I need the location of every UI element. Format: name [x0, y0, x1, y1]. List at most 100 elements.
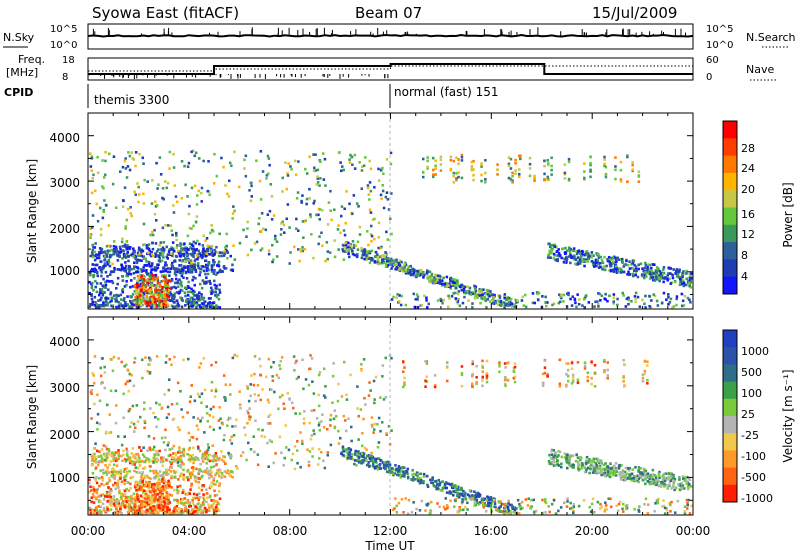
heatmap-cell — [140, 292, 143, 296]
heatmap-cell — [98, 291, 102, 294]
heatmap-cell — [681, 299, 685, 303]
heatmap-cell — [187, 448, 191, 451]
heatmap-cell — [193, 458, 196, 461]
heatmap-cell — [357, 205, 360, 208]
heatmap-cell — [198, 291, 201, 294]
heatmap-cell — [589, 175, 592, 179]
heatmap-cell — [386, 257, 389, 261]
heatmap-cell — [160, 506, 164, 510]
heatmap-cell — [634, 265, 638, 268]
heatmap-cell — [343, 360, 346, 364]
heatmap-cell — [158, 292, 162, 296]
heatmap-cell — [386, 470, 389, 474]
heatmap-cell — [353, 153, 357, 157]
heatmap-cell — [574, 258, 578, 261]
heatmap-cell — [96, 274, 99, 278]
heatmap-cell — [204, 272, 207, 276]
heatmap-cell — [194, 220, 198, 224]
heatmap-cell — [111, 281, 115, 285]
heatmap-cell — [129, 476, 133, 480]
heatmap-cell — [102, 186, 105, 190]
heatmap-cell — [106, 495, 109, 499]
heatmap-cell — [112, 294, 116, 297]
heatmap-cell — [590, 256, 593, 259]
heatmap-cell — [151, 262, 154, 265]
heatmap-cell — [169, 267, 173, 270]
heatmap-cell — [186, 498, 189, 502]
heatmap-cell — [125, 252, 129, 256]
heatmap-cell — [197, 498, 200, 502]
heatmap-cell — [555, 245, 558, 249]
heatmap-cell — [98, 247, 102, 250]
heatmap-cell — [171, 298, 174, 302]
heatmap-cell — [439, 169, 443, 172]
heatmap-cell — [117, 502, 121, 505]
heatmap-cell — [124, 479, 128, 482]
heatmap-cell — [155, 496, 159, 500]
heatmap-cell — [144, 475, 148, 478]
heatmap-cell — [141, 471, 144, 474]
heatmap-cell — [384, 356, 387, 360]
heatmap-cell — [678, 275, 681, 279]
heatmap-cell — [373, 401, 376, 405]
heatmap-cell — [509, 177, 513, 181]
heatmap-cell — [214, 305, 217, 308]
heatmap-cell — [460, 283, 463, 287]
heatmap-cell — [603, 164, 606, 168]
heatmap-cell — [136, 251, 140, 255]
heatmap-cell — [601, 267, 604, 271]
heatmap-cell — [220, 450, 223, 453]
heatmap-cell — [161, 253, 165, 256]
heatmap-cell — [142, 202, 146, 205]
heatmap-cell — [90, 251, 94, 254]
heatmap-cell — [98, 293, 101, 297]
heatmap-cell — [168, 484, 171, 488]
heatmap-cell — [458, 488, 461, 491]
heatmap-cell — [215, 509, 218, 513]
heatmap-cell — [153, 508, 157, 511]
heatmap-cell — [358, 225, 362, 229]
heatmap-cell — [576, 260, 580, 264]
heatmap-cell — [113, 453, 116, 456]
heatmap-cell — [385, 252, 388, 256]
heatmap-cell — [171, 295, 174, 299]
heatmap-cell — [185, 277, 189, 280]
heatmap-cell — [179, 451, 182, 454]
heatmap-cell — [175, 255, 178, 258]
heatmap-cell — [250, 248, 253, 252]
heatmap-cell — [206, 443, 210, 446]
heatmap-cell — [382, 398, 386, 401]
heatmap-cell — [580, 260, 583, 263]
heatmap-cell — [515, 301, 518, 304]
heatmap-cell — [143, 426, 146, 430]
heatmap-cell — [633, 263, 636, 267]
heatmap-cell — [675, 269, 678, 273]
heatmap-cell — [170, 304, 174, 308]
heatmap-cell — [204, 453, 207, 456]
heatmap-cell — [107, 509, 111, 512]
heatmap-cell — [230, 164, 233, 168]
heatmap-cell — [288, 226, 291, 229]
heatmap-cell — [177, 251, 181, 255]
heatmap-cell — [217, 419, 221, 422]
heatmap-cell — [162, 488, 165, 491]
heatmap-cell — [127, 255, 130, 258]
heatmap-cell — [345, 247, 348, 250]
heatmap-cell — [448, 297, 451, 300]
heatmap-cell — [132, 384, 136, 388]
heatmap-cell — [94, 442, 97, 445]
heatmap-cell — [420, 303, 423, 307]
heatmap-cell — [150, 498, 153, 502]
heatmap-cell — [614, 156, 617, 159]
heatmap-cell — [230, 435, 233, 439]
heatmap-cell — [128, 168, 132, 172]
heatmap-cell — [506, 296, 509, 299]
heatmap-cell — [175, 291, 179, 294]
heatmap-cell — [193, 478, 197, 482]
heatmap-cell — [682, 279, 685, 282]
heatmap-cell — [103, 176, 106, 179]
heatmap-cell — [282, 464, 285, 467]
heatmap-cell — [145, 260, 148, 263]
heatmap-cell — [91, 267, 94, 271]
heatmap-cell — [205, 471, 208, 475]
